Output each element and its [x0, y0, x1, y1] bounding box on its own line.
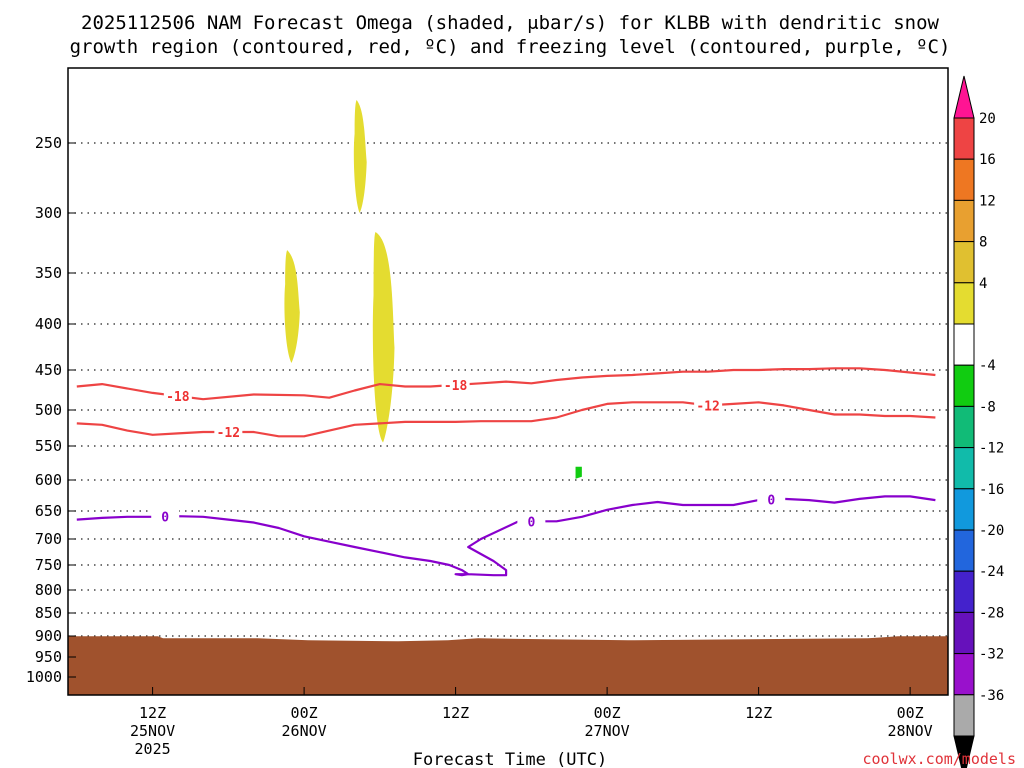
colorbar-label: -12	[979, 441, 1004, 457]
colorbar-label: 8	[979, 235, 987, 251]
colorbar-label: -28	[979, 605, 1004, 621]
colorbar-segment	[953, 447, 975, 490]
colorbar-segment	[953, 158, 975, 201]
omega-region-2	[353, 100, 367, 213]
colorbar-segment	[953, 405, 975, 449]
colorbar-segment	[953, 282, 975, 325]
x-tick-date: 26NOV	[282, 722, 327, 740]
y-tick-label: 650	[35, 502, 62, 520]
x-tick-label: 12Z	[745, 704, 772, 722]
contour-label-bg	[694, 397, 723, 413]
y-tick-label: 350	[35, 264, 62, 282]
y-tick-label: 600	[35, 471, 62, 489]
colorbar-top-arrow	[953, 75, 975, 119]
y-tick-label: 450	[35, 361, 62, 379]
y-tick-label: 250	[35, 134, 62, 152]
plot-frame	[67, 67, 949, 696]
colorbar-segment	[953, 364, 975, 407]
contour-label-bg	[151, 508, 180, 524]
omega-region-4	[575, 466, 582, 479]
y-tick-label: 800	[35, 581, 62, 599]
colorbar-label: 16	[979, 152, 996, 168]
colorbar-label: 20	[979, 111, 996, 127]
colorbar-label: -20	[979, 523, 1004, 539]
contour-label-bg	[517, 513, 546, 529]
y-tick-label: 900	[35, 627, 62, 645]
omega-shading	[284, 100, 582, 479]
colorbar-label: -24	[979, 564, 1004, 580]
chart-title-line-2: growth region (contoured, red, ºC) and f…	[70, 36, 951, 58]
colorbar-segment	[953, 199, 975, 243]
y-tick-label: 500	[35, 401, 62, 419]
y-tick-label: 1000	[26, 668, 62, 686]
contour-label-bg	[441, 376, 470, 392]
contour-label: 0	[161, 510, 169, 525]
colorbar-label: -4	[979, 358, 996, 374]
x-tick-date: 25NOV	[130, 722, 175, 740]
contour-labels: -18 -18 -12 -12 0 0 0	[151, 376, 786, 530]
colorbar-label: -32	[979, 647, 1004, 663]
x-tick-label: 00Z	[291, 704, 318, 722]
contour-label: 0	[767, 494, 775, 509]
colorbar-segment	[953, 241, 975, 284]
x-tick-label: 00Z	[897, 704, 924, 722]
x-tick-label: 12Z	[139, 704, 166, 722]
omega-region-1	[284, 250, 300, 363]
colorbar-segment	[953, 529, 975, 572]
omega-region-3	[372, 231, 395, 443]
colorbar-label: -16	[979, 482, 1004, 498]
x-tick-label: 12Z	[442, 704, 469, 722]
contour-label: 0	[527, 515, 535, 530]
y-tick-label: 850	[35, 604, 62, 622]
contour-label: -12	[217, 426, 240, 441]
colorbar-bottom-arrow	[953, 735, 975, 768]
y-tick-label: 950	[35, 648, 62, 666]
colorbar-segment	[953, 570, 975, 613]
x-tick-label: 00Z	[594, 704, 621, 722]
colorbar-label: 4	[979, 276, 987, 292]
x-axis-label: Forecast Time (UTC)	[413, 750, 607, 768]
y-tick-label: 300	[35, 204, 62, 222]
contour-label-bg	[214, 424, 243, 440]
colorbar: 20 16 12 8 4 -4 -8 -12 -16 -20 -24 -28 -32 -36	[953, 75, 1004, 768]
colorbar-segment	[953, 117, 975, 160]
colorbar-label: -8	[979, 399, 996, 415]
colorbar-segment	[953, 611, 975, 655]
y-tick-label: 550	[35, 437, 62, 455]
x-tick-year: 2025	[135, 740, 171, 758]
credit-text: coolwx.com/models	[862, 750, 1016, 768]
terrain-area	[68, 636, 948, 695]
y-tick-label: 700	[35, 530, 62, 548]
colorbar-segment	[953, 323, 975, 366]
contour-label: -12	[696, 399, 719, 414]
terrain-fill	[68, 636, 948, 695]
colorbar-segment	[953, 653, 975, 696]
colorbar-segment	[953, 694, 975, 737]
y-tick-label: 400	[35, 315, 62, 333]
colorbar-segment	[953, 488, 975, 531]
x-tick-date: 28NOV	[888, 722, 933, 740]
y-tick-label: 750	[35, 556, 62, 574]
contour-line-0	[76, 495, 936, 577]
contour-label: -18	[444, 379, 468, 394]
y-axis-ticks: 250 300 350 400 450 500 550 600 650 700 750 800 850 9…	[26, 134, 76, 686]
colorbar-label: 12	[979, 193, 996, 209]
contour-label: -18	[166, 390, 190, 405]
contour-label-bg	[757, 491, 786, 507]
x-tick-date: 27NOV	[585, 722, 630, 740]
contour-label-bg	[163, 388, 192, 404]
chart-title-line-1: 2025112506 NAM Forecast Omega (shaded, μ…	[81, 12, 939, 34]
colorbar-label: -36	[979, 688, 1004, 704]
contour-line--18	[76, 367, 936, 401]
